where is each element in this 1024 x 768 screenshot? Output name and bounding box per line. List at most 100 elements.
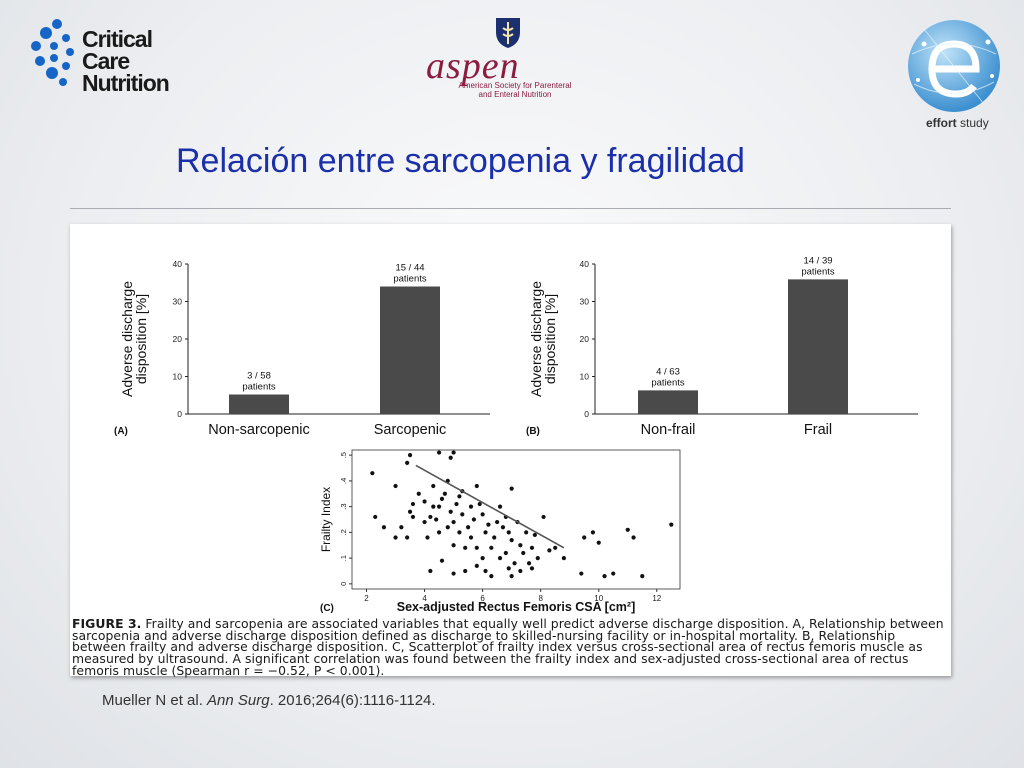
data-point	[410, 501, 416, 507]
data-point	[457, 530, 462, 535]
aspen-wordmark: aspen	[426, 45, 520, 87]
y-tick-label: 0	[339, 582, 348, 586]
data-point	[561, 556, 566, 561]
bar	[380, 286, 440, 414]
data-point	[454, 501, 459, 507]
data-point	[474, 483, 479, 489]
data-point	[451, 450, 456, 455]
data-point	[602, 574, 607, 579]
y-axis-label: Adverse dischargedisposition [%]	[119, 281, 149, 397]
data-point	[436, 504, 442, 509]
y-tick-label: 10	[580, 372, 590, 382]
x-axis-label: Sex-adjusted Rectus Femoris CSA [cm²]	[397, 600, 635, 614]
data-point	[393, 483, 398, 489]
panel-label: (A)	[114, 426, 128, 437]
data-point	[373, 514, 378, 520]
y-tick-label: 0	[584, 409, 589, 419]
data-point	[428, 568, 433, 574]
data-point	[492, 535, 497, 540]
bar-label-patients: patients	[393, 274, 427, 285]
effort-light: study	[956, 116, 989, 130]
y-tick-label: .1	[339, 555, 348, 561]
bar-label-count: 14 / 39	[803, 255, 832, 266]
y-tick-label: 40	[173, 259, 183, 269]
data-point	[532, 532, 537, 538]
y-axis-label-line1: Adverse discharge	[528, 281, 544, 397]
data-point	[425, 535, 430, 540]
data-point	[489, 574, 494, 579]
data-point	[582, 535, 587, 540]
data-point	[422, 499, 427, 504]
y-tick-label: .5	[339, 452, 348, 458]
data-point	[509, 486, 514, 491]
x-tick-label: 2	[364, 594, 369, 603]
aspen-logo: aspen American Society for Parenteral an…	[422, 14, 602, 100]
data-point	[596, 540, 601, 545]
data-point	[541, 514, 546, 520]
data-point	[521, 550, 526, 556]
data-point	[547, 548, 552, 553]
data-point	[529, 566, 535, 571]
data-point	[448, 509, 453, 514]
data-point	[451, 543, 456, 548]
figure-panel: 0 10 20 30 40 Adverse dischargedisposition [%…	[70, 224, 951, 676]
data-point	[436, 530, 442, 535]
data-point	[474, 563, 479, 568]
y-tick-label: 20	[580, 334, 590, 344]
globe-e-icon	[908, 20, 1000, 112]
y-tick-label: 30	[173, 297, 183, 307]
trend-line	[415, 464, 565, 549]
logo-cc-line2: Nutrition	[82, 70, 170, 96]
effort-study-logo: effort study	[904, 14, 1012, 134]
y-tick-label: 40	[580, 259, 590, 269]
data-point	[436, 450, 442, 455]
data-point	[463, 545, 468, 550]
y-tick-label: .4	[339, 478, 348, 484]
bar-label-count: 4 / 63	[656, 366, 680, 377]
x-tick-label: 4	[422, 594, 427, 603]
data-point	[509, 574, 514, 579]
bar	[638, 390, 698, 414]
data-point	[518, 568, 523, 574]
data-point	[553, 545, 558, 550]
y-axis-label-line1: Adverse discharge	[119, 281, 135, 397]
aspen-sub-line2: and Enteral Nutrition	[478, 90, 552, 99]
data-point	[506, 530, 511, 535]
figure-caption: FIGURE 3. Frailty and sarcopenia are ass…	[72, 616, 948, 677]
y-tick-label: 0	[177, 409, 182, 419]
bar-label-count: 15 / 44	[395, 263, 424, 274]
data-point	[428, 514, 433, 520]
data-point	[405, 460, 410, 465]
y-tick-label: 30	[580, 297, 590, 307]
bar	[229, 394, 289, 414]
data-point	[512, 561, 517, 566]
data-point	[489, 545, 494, 550]
y-tick-label: .3	[339, 503, 348, 509]
data-point	[497, 556, 503, 561]
data-point	[640, 574, 645, 579]
data-point	[451, 519, 456, 525]
data-point	[474, 545, 479, 550]
data-point	[445, 525, 450, 530]
data-point	[480, 556, 485, 561]
data-point	[625, 527, 630, 532]
data-point	[526, 561, 532, 566]
logo-cc-line1: Critical Care	[82, 26, 153, 74]
y-axis-label-line2: disposition [%]	[133, 294, 149, 384]
caption-label: FIGURE 3.	[72, 616, 142, 631]
dots-hex-icon	[31, 19, 74, 86]
x-category-label: Non-sarcopenic	[208, 422, 310, 438]
data-point	[442, 491, 447, 496]
bar-chart-a: 0 10 20 30 40 Adverse dischargedisposition [%…	[114, 259, 490, 438]
data-point	[407, 509, 413, 514]
data-point	[448, 455, 453, 460]
y-axis-label: Frailty Index	[319, 487, 333, 552]
citation: Mueller N et al. Ann Surg. 2016;264(6):1…	[102, 692, 436, 709]
bar	[788, 279, 848, 414]
bar-chart-b: 0 10 20 30 40 Adverse dischargedisposition [%…	[526, 255, 918, 438]
aspen-sub-line1: American Society for Parenteral	[458, 81, 572, 90]
data-point	[468, 535, 474, 540]
data-point	[457, 494, 462, 499]
data-point	[486, 522, 491, 527]
